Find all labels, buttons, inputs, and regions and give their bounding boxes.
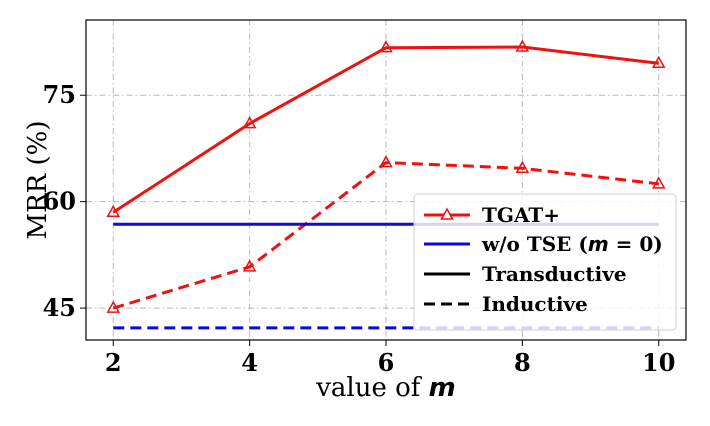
- x-axis-label: value of m: [315, 373, 456, 403]
- point-tgat-transductive-2: [106, 204, 121, 218]
- x-tick-label-10: 10: [642, 348, 675, 377]
- legend: TGAT+ w/o TSE (m = 0) Transductive Inductiv…: [413, 193, 677, 331]
- y-tick-label-60: 60: [43, 187, 76, 216]
- point-tgat-transductive-8: [515, 39, 530, 52]
- legend-marker-tgat: [440, 207, 454, 220]
- point-tgat-inductive-8: [515, 160, 530, 174]
- y-tick-label-45: 45: [43, 293, 76, 322]
- point-tgat-transductive-10: [651, 55, 666, 69]
- x-axis-label-prefix: value of: [315, 373, 428, 403]
- legend-label-inductive: Inductive: [482, 292, 588, 316]
- legend-label-transductive: Transductive: [482, 262, 627, 286]
- legend-box: [413, 193, 677, 331]
- line-tgat-inductive: [112, 161, 659, 310]
- point-tgat-inductive-6: [379, 155, 393, 168]
- legend-label-wo-tse-suffix: = 0): [609, 232, 663, 256]
- point-tgat-transductive-4: [242, 116, 257, 129]
- ticks: 2 4 6 8 10 45 60 75: [43, 80, 676, 377]
- legend-label-wo-tse-prefix: w/o TSE (: [481, 232, 588, 256]
- x-tick-label-4: 4: [241, 348, 258, 377]
- point-tgat-inductive-10: [651, 176, 666, 189]
- x-axis-label-var: m: [429, 373, 456, 403]
- y-tick-label-75: 75: [43, 80, 76, 109]
- line-tgat-transductive: [112, 45, 659, 214]
- x-tick-label-6: 6: [378, 348, 395, 377]
- y-axis-label: MRR (%): [23, 120, 53, 239]
- point-tgat-transductive-6: [379, 40, 393, 53]
- point-tgat-inductive-2: [106, 300, 121, 313]
- point-tgat-inductive-4: [242, 259, 257, 272]
- x-tick-label-8: 8: [514, 348, 531, 377]
- legend-label-tgat: TGAT+: [482, 203, 560, 227]
- legend-label-wo-tse: w/o TSE (m = 0): [481, 232, 663, 256]
- legend-label-wo-tse-var: m: [588, 232, 609, 256]
- x-tick-label-2: 2: [105, 348, 122, 377]
